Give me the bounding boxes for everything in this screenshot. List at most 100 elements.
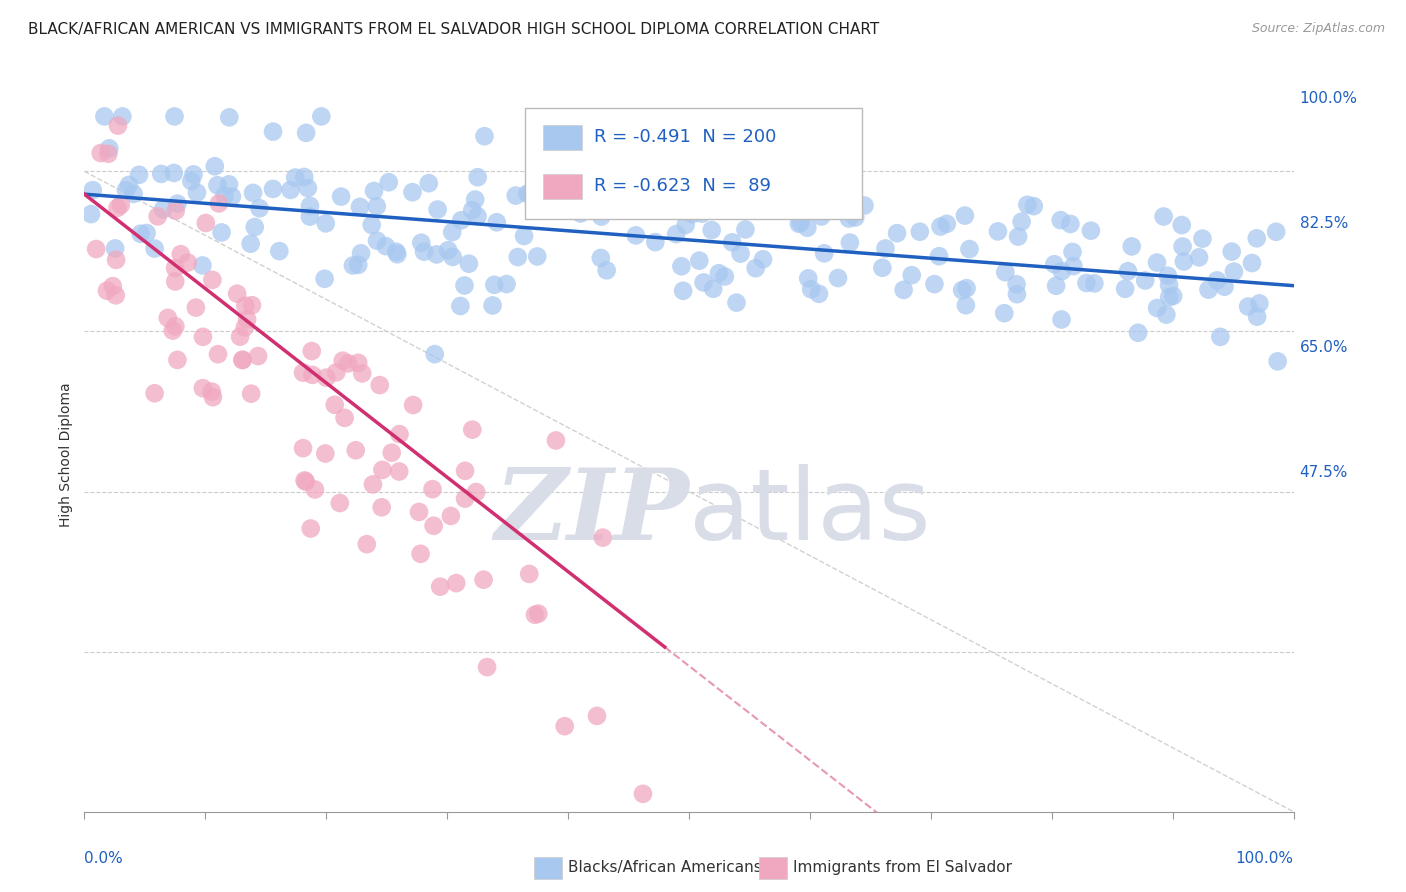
Point [1206,273,1229,287]
Text: ZIP: ZIP [494,464,689,560]
Point [707,266,730,280]
Point [262,182,284,196]
Point [955,281,977,295]
Point [472,573,495,587]
Text: 82.5%: 82.5% [1299,216,1348,230]
Point [361,477,384,491]
Point [994,265,1017,279]
Point [233,299,256,313]
Point [713,269,735,284]
Point [586,709,609,723]
Point [839,191,862,205]
Point [165,319,187,334]
Point [516,186,538,201]
Point [344,443,367,458]
Point [342,259,364,273]
Point [955,298,977,312]
Point [347,356,370,370]
Point [122,186,145,201]
Point [495,277,517,291]
Point [853,198,876,212]
Point [184,301,207,315]
Point [186,186,208,200]
Text: 65.0%: 65.0% [1299,341,1348,355]
Point [467,209,489,223]
Point [218,111,240,125]
Point [789,216,811,230]
Point [481,298,503,312]
Point [1146,301,1168,315]
Point [374,239,396,253]
Text: atlas: atlas [689,464,931,560]
Point [297,181,319,195]
Point [232,352,254,367]
Point [527,607,550,621]
Point [953,209,976,223]
Point [631,787,654,801]
Point [467,170,489,185]
Point [347,258,370,272]
Point [993,306,1015,320]
Point [1146,255,1168,269]
Point [352,367,374,381]
Point [578,160,600,174]
Point [1049,213,1071,227]
Point [1126,326,1149,340]
Point [449,299,471,313]
Point [924,277,946,292]
Point [838,235,860,250]
Point [730,246,752,260]
Point [191,381,214,395]
Point [1249,296,1271,310]
Point [325,365,347,379]
Point [1240,256,1263,270]
Point [474,129,496,144]
Point [422,482,444,496]
Point [454,491,477,506]
Point [315,370,337,384]
Point [797,271,820,285]
Point [569,206,592,220]
Point [517,186,540,201]
Point [165,275,187,289]
Point [239,236,262,251]
Point [110,198,132,212]
Text: R = -0.491  N = 200: R = -0.491 N = 200 [593,128,776,146]
Point [900,268,922,282]
Point [506,250,529,264]
Point [505,188,527,202]
Point [644,235,666,249]
Point [240,386,263,401]
Point [1159,278,1181,293]
Point [292,169,315,184]
Point [675,218,697,232]
Point [143,242,166,256]
Point [243,220,266,235]
Point [298,199,321,213]
Text: 0.0%: 0.0% [84,851,124,866]
Point [129,227,152,241]
Point [107,201,129,215]
Point [441,250,464,264]
Point [201,273,224,287]
Point [813,246,835,260]
Point [672,284,695,298]
Point [165,261,187,276]
Point [592,531,614,545]
Point [1022,199,1045,213]
Point [752,252,775,267]
Point [886,226,908,240]
Point [146,210,169,224]
Point [544,434,567,448]
Point [987,224,1010,238]
Point [1043,257,1066,271]
Text: Blacks/African Americans: Blacks/African Americans [568,860,762,874]
Point [1198,283,1220,297]
Point [423,347,446,361]
Point [118,178,141,192]
Y-axis label: High School Diploma: High School Diploma [59,383,73,527]
Point [226,286,249,301]
Point [839,178,862,192]
Point [665,227,688,241]
Point [1017,198,1039,212]
